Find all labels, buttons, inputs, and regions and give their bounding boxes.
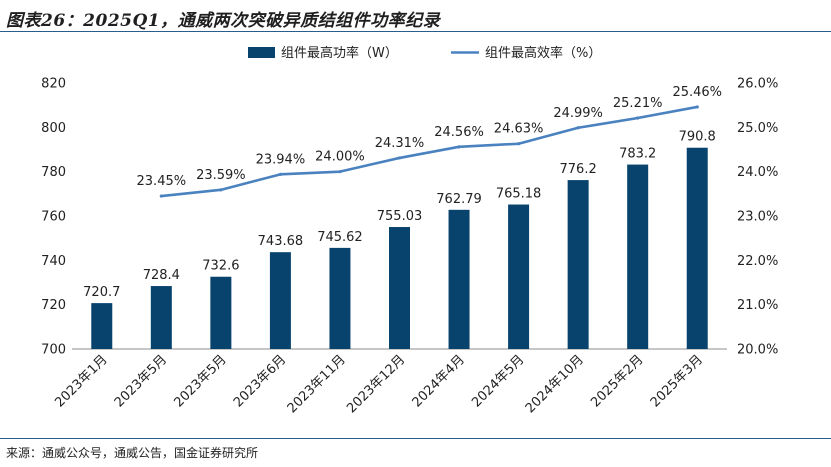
combo-chart: 700 720 740 760 780 800 820 20.0% 21.0% 22.0% 23.0… [41,45,778,416]
line-data-label: 23.45% [137,174,187,189]
line-point [516,142,521,146]
line-point [576,126,580,130]
bar-data-label: 776.2 [560,162,597,177]
bar-data-labels: 720.7 728.4 732.6 743.68 745.62 755.03 762.79 7… [83,130,716,300]
axes: 700 720 740 760 780 800 820 20.0% 21.0% 22.0% 23.0… [41,77,778,358]
line-data-labels: 23.45% 23.59% 23.94% 24.00% 24.31% 24.56% 24.6… [137,85,722,189]
x-tick-label: 2023年5月 [112,352,170,410]
bar-data-label: 765.18 [496,187,542,202]
line-data-label: 24.00% [315,150,365,165]
efficiency-line [161,105,698,198]
y-left-tick-label: 700 [41,343,66,358]
y-left-tick-label: 760 [41,210,66,225]
bar-data-label: 755.03 [377,209,423,224]
line-data-label: 24.99% [553,106,603,121]
line-data-label: 25.21% [613,96,663,111]
y-right-tick-label: 22.0% [737,254,778,269]
bar-data-label: 783.2 [619,147,656,162]
bar [150,286,172,349]
line-point [636,116,640,120]
y-left-tick-label: 740 [41,254,66,269]
bar [567,180,589,349]
y-left-tick-label: 720 [41,298,66,313]
line-data-label: 23.59% [196,168,246,183]
x-tick-label: 2024年4月 [410,352,468,410]
y-right-tick-label: 20.0% [737,343,778,358]
x-tick-label: 2023年6月 [231,352,289,410]
line-point [457,145,461,149]
bar-series [91,147,708,349]
x-tick-label: 2025年2月 [588,352,646,410]
title-divider [0,31,831,32]
bar-data-label: 732.6 [202,259,239,274]
y-right-tick-label: 25.0% [737,121,778,136]
x-tick-labels: 2023年1月 2023年5月 2023年5月 2023年6月2023年11月2023… [52,352,706,416]
y-right-tick-label: 26.0% [737,77,778,92]
bar-data-label: 790.8 [679,130,716,145]
y-left-tick-label: 820 [41,77,66,92]
legend-label-line: 组件最高效率（%） [485,45,601,61]
bar-data-label: 745.62 [317,230,363,245]
x-tick-label: 2023年11月 [285,352,349,416]
y-right-tick-label: 23.0% [737,210,778,225]
line-point [159,194,163,198]
bar [329,247,351,349]
bar [91,303,113,349]
line-data-label: 24.31% [375,136,425,151]
y-right-tick-label: 21.0% [737,298,778,313]
footer-divider [0,438,831,439]
line-point [338,170,342,174]
y-left-tick-label: 780 [41,165,66,180]
bar [389,227,410,349]
bar-data-label: 762.79 [436,192,482,207]
line-data-label: 24.63% [494,122,544,137]
x-tick-label: 2023年5月 [171,352,229,410]
line-series [159,105,699,198]
legend-label-bar: 组件最高功率（W） [281,45,398,61]
legend: 组件最高功率（W） 组件最高效率（%） [248,45,601,61]
line-data-label: 24.56% [434,125,484,140]
y-left-tick-label: 800 [41,121,66,136]
bar-data-label: 728.4 [143,268,180,283]
bar-data-label: 720.7 [83,285,120,300]
line-point [278,172,283,176]
line-point [695,105,699,109]
bar [627,164,649,349]
x-tick-label: 2024年10月 [523,352,587,416]
bar [686,147,708,349]
x-tick-label: 2025年3月 [648,352,706,410]
line-data-label: 23.94% [256,152,306,167]
figure-title: 图表26：2025Q1，通威两次突破异质结组件功率纪录 [6,11,441,31]
x-tick-label: 2023年12月 [344,352,408,416]
line-point [397,156,402,160]
x-tick-label: 2024年5月 [469,352,527,410]
source-note: 来源：通威公众号，通威公告，国金证券研究所 [6,446,259,460]
x-tick-label: 2023年1月 [52,352,110,410]
bar [210,276,232,349]
line-data-label: 25.46% [672,85,722,100]
y-right-tick-label: 24.0% [737,165,778,180]
line-point [219,188,223,192]
bar [448,209,470,349]
bar-data-label: 743.68 [258,234,304,249]
bar [508,204,530,349]
legend-swatch-bar [248,47,275,58]
bar [269,252,291,349]
